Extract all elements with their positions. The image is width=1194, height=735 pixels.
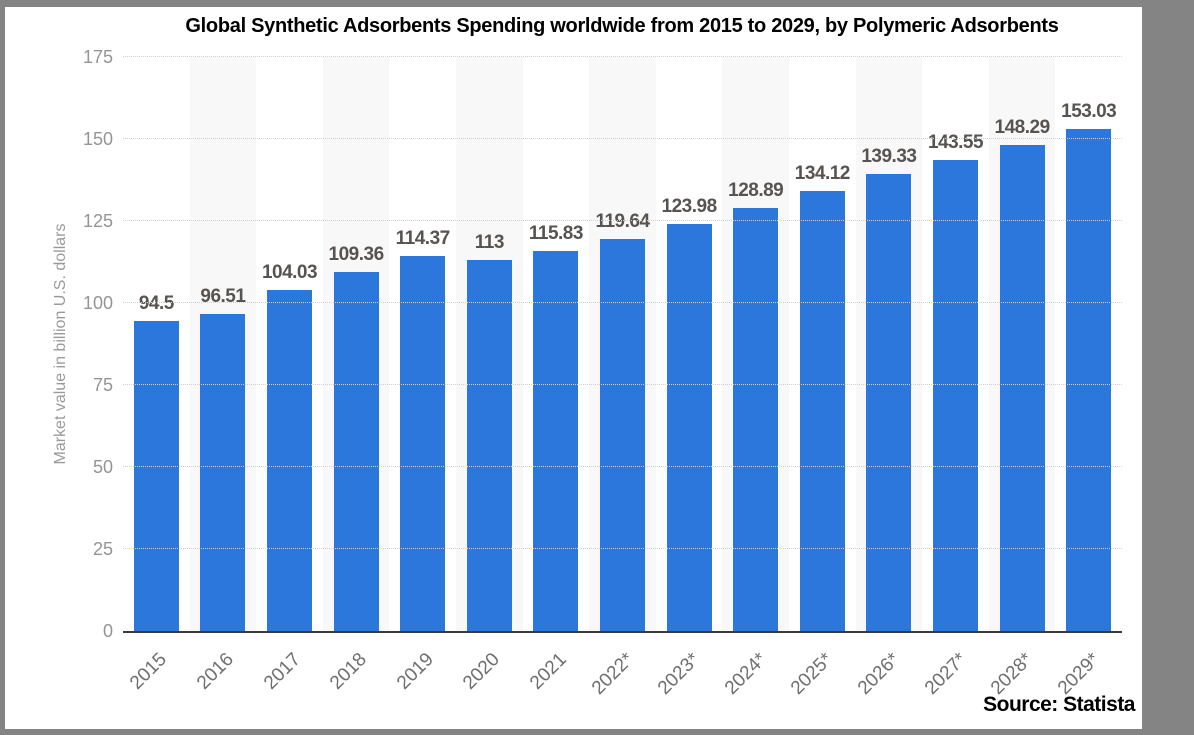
plot-band: 119.64 (589, 57, 656, 631)
plot-band: 153.03 (1055, 57, 1122, 631)
bar (266, 289, 312, 631)
chart-canvas: Global Synthetic Adsorbents Spending wor… (5, 7, 1142, 729)
y-tick-label: 125 (82, 211, 113, 231)
bar (999, 144, 1045, 631)
y-axis-tick-labels: 0 25 50 75 100 125 150 175 (5, 47, 113, 641)
bar-value-label: 109.36 (328, 244, 385, 266)
plot-band: 143.55 (922, 57, 989, 631)
y-tick-label: 50 (92, 457, 113, 477)
plot-area: 94.5 2015 96.51 2016 104.03 2017 109.36 2018 114… (123, 56, 1122, 699)
bar-value-label: 123.98 (661, 196, 718, 218)
bar (599, 238, 645, 631)
bar (799, 191, 845, 631)
gridline (123, 302, 1122, 303)
bar-value-label: 119.64 (595, 210, 650, 232)
bar-value-label: 134.12 (794, 163, 851, 185)
gridline (123, 384, 1122, 385)
plot-band: 139.33 (855, 57, 923, 631)
bar (133, 321, 179, 631)
chart-title: Global Synthetic Adsorbents Spending wor… (185, 15, 1059, 37)
bar-value-label: 128.89 (728, 180, 784, 202)
bar (466, 260, 512, 631)
bar-value-label: 153.03 (1061, 101, 1117, 123)
y-tick-label: 75 (92, 375, 113, 395)
bar (932, 160, 978, 631)
bar-value-label: 104.03 (261, 261, 318, 283)
plot-band: 128.89 (722, 57, 789, 631)
plot-band: 109.36 (322, 57, 390, 631)
gridline (123, 138, 1122, 139)
y-tick-label: 150 (82, 129, 113, 149)
gridline (123, 466, 1122, 467)
bar-value-label: 139.33 (861, 146, 917, 167)
y-tick-label: 25 (92, 539, 113, 559)
bar (533, 251, 579, 631)
bar-value-label: 113 (474, 232, 505, 254)
plot-band: 113 (456, 57, 523, 631)
bar (333, 272, 379, 631)
bar (866, 174, 912, 631)
plot-band: 115.83 (523, 57, 590, 631)
bar (400, 255, 446, 631)
bar-value-label: 115.83 (528, 223, 584, 245)
y-tick-label: 0 (102, 621, 113, 641)
y-tick-label: 100 (82, 293, 113, 313)
bar-value-label: 94.5 (138, 293, 174, 315)
bar (666, 224, 712, 631)
y-tick-label: 175 (82, 47, 113, 67)
bar (733, 208, 779, 631)
plot-band: 96.51 (189, 57, 257, 631)
plot-band: 94.5 (123, 57, 190, 631)
source-label: Source: Statista (983, 693, 1135, 716)
bar-value-label: 96.51 (200, 286, 246, 308)
bar (1066, 129, 1112, 631)
plot-band: 148.29 (988, 57, 1056, 631)
bar-value-label: 143.55 (927, 132, 984, 154)
plot-band: 134.12 (789, 57, 856, 631)
bar-value-label: 148.29 (994, 116, 1051, 138)
bar (200, 314, 246, 631)
plot-band: 104.03 (256, 57, 323, 631)
gridline (123, 548, 1122, 549)
bar-value-label: 114.37 (395, 227, 451, 249)
plot-band: 114.37 (389, 57, 456, 631)
gridline (123, 220, 1122, 221)
plot-band: 123.98 (656, 57, 723, 631)
gridline (123, 56, 1122, 57)
